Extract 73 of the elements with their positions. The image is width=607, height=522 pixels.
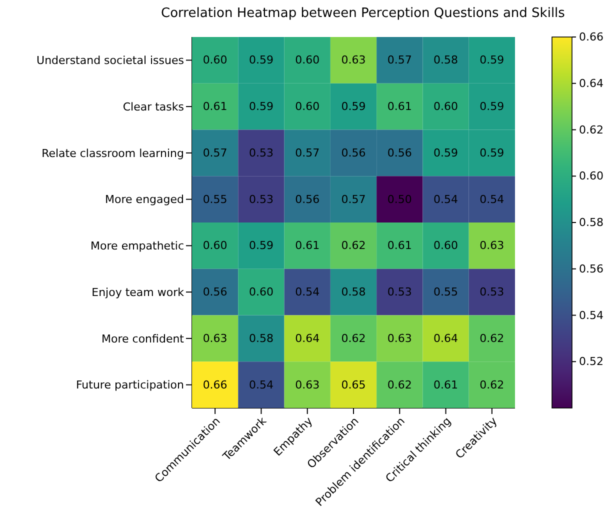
data-label: 0.65 xyxy=(341,378,366,392)
data-label: 0.54 xyxy=(434,192,458,206)
data-label: 0.60 xyxy=(295,54,320,67)
color-bar-label: 0.66 xyxy=(579,30,604,44)
y-tick-label: Relate classroom learning xyxy=(42,146,184,160)
data-label: 0.64 xyxy=(434,332,458,345)
data-label: 0.62 xyxy=(341,239,366,252)
data-label: 0.60 xyxy=(202,54,228,67)
color-bar-label: 0.62 xyxy=(579,123,604,136)
data-label: 0.60 xyxy=(434,239,458,252)
color-bar-label: 0.54 xyxy=(579,308,604,322)
data-label: 0.60 xyxy=(295,100,320,114)
data-label: 0.61 xyxy=(295,239,320,252)
y-tick-label: Understand societal issues xyxy=(36,54,184,68)
data-label: 0.57 xyxy=(341,192,366,206)
data-label: 0.63 xyxy=(387,332,412,345)
data-label: 0.60 xyxy=(202,239,228,252)
color-bar-label: 0.60 xyxy=(579,170,604,183)
data-label: 0.55 xyxy=(434,286,458,299)
y-tick-label: More confident xyxy=(102,332,185,346)
data-label: 0.56 xyxy=(387,146,412,160)
data-label: 0.53 xyxy=(387,286,412,299)
data-label: 0.58 xyxy=(434,54,458,67)
data-label: 0.58 xyxy=(341,286,366,299)
data-label: 0.62 xyxy=(387,378,412,392)
data-label: 0.58 xyxy=(248,332,274,345)
data-label: 0.57 xyxy=(387,54,412,67)
data-label: 0.60 xyxy=(434,100,458,114)
data-label: 0.63 xyxy=(480,239,504,252)
data-label: 0.59 xyxy=(248,239,274,252)
data-label: 0.59 xyxy=(248,54,274,67)
data-label: 0.63 xyxy=(341,54,366,67)
data-label: 0.63 xyxy=(202,332,228,345)
data-label: 0.50 xyxy=(387,192,412,206)
y-tick-label: Clear tasks xyxy=(122,100,184,114)
data-label: 0.59 xyxy=(434,146,458,160)
data-label: 0.55 xyxy=(202,192,228,206)
data-label: 0.64 xyxy=(295,332,320,345)
data-label: 0.56 xyxy=(295,192,320,206)
data-label: 0.56 xyxy=(202,286,228,299)
color-bar-label: 0.56 xyxy=(579,262,604,276)
data-label: 0.61 xyxy=(387,239,412,252)
data-label: 0.53 xyxy=(248,192,274,206)
data-label: 0.60 xyxy=(248,286,274,299)
data-label: 0.54 xyxy=(480,192,504,206)
data-label: 0.59 xyxy=(480,54,504,67)
data-label: 0.54 xyxy=(295,286,320,299)
data-label: 0.63 xyxy=(295,378,320,392)
y-tick-label: Enjoy team work xyxy=(92,286,185,299)
data-label: 0.66 xyxy=(202,378,228,392)
color-bar-label: 0.64 xyxy=(579,76,604,90)
data-label: 0.61 xyxy=(387,100,412,114)
y-tick-label: Future participation xyxy=(76,378,184,392)
data-label: 0.56 xyxy=(341,146,366,160)
data-label: 0.59 xyxy=(480,100,504,114)
data-label: 0.62 xyxy=(341,332,366,345)
data-label: 0.61 xyxy=(434,378,458,392)
data-label: 0.59 xyxy=(341,100,366,114)
data-label: 0.53 xyxy=(248,146,274,160)
data-label: 0.61 xyxy=(202,100,228,114)
data-label: 0.62 xyxy=(480,332,504,345)
chart-title: Correlation Heatmap between Perception Questions and Skills xyxy=(160,6,566,21)
data-label: 0.57 xyxy=(202,146,228,160)
data-label: 0.57 xyxy=(295,146,320,160)
data-label: 0.62 xyxy=(480,378,504,392)
color-bar-label: 0.58 xyxy=(579,216,604,229)
y-tick-label: More empathetic xyxy=(90,240,184,253)
data-label: 0.59 xyxy=(248,100,274,114)
data-label: 0.54 xyxy=(248,378,274,392)
data-label: 0.53 xyxy=(480,286,504,299)
y-tick-label: More engaged xyxy=(105,193,184,206)
color-bar-label: 0.52 xyxy=(579,355,604,368)
data-label: 0.59 xyxy=(480,146,504,160)
